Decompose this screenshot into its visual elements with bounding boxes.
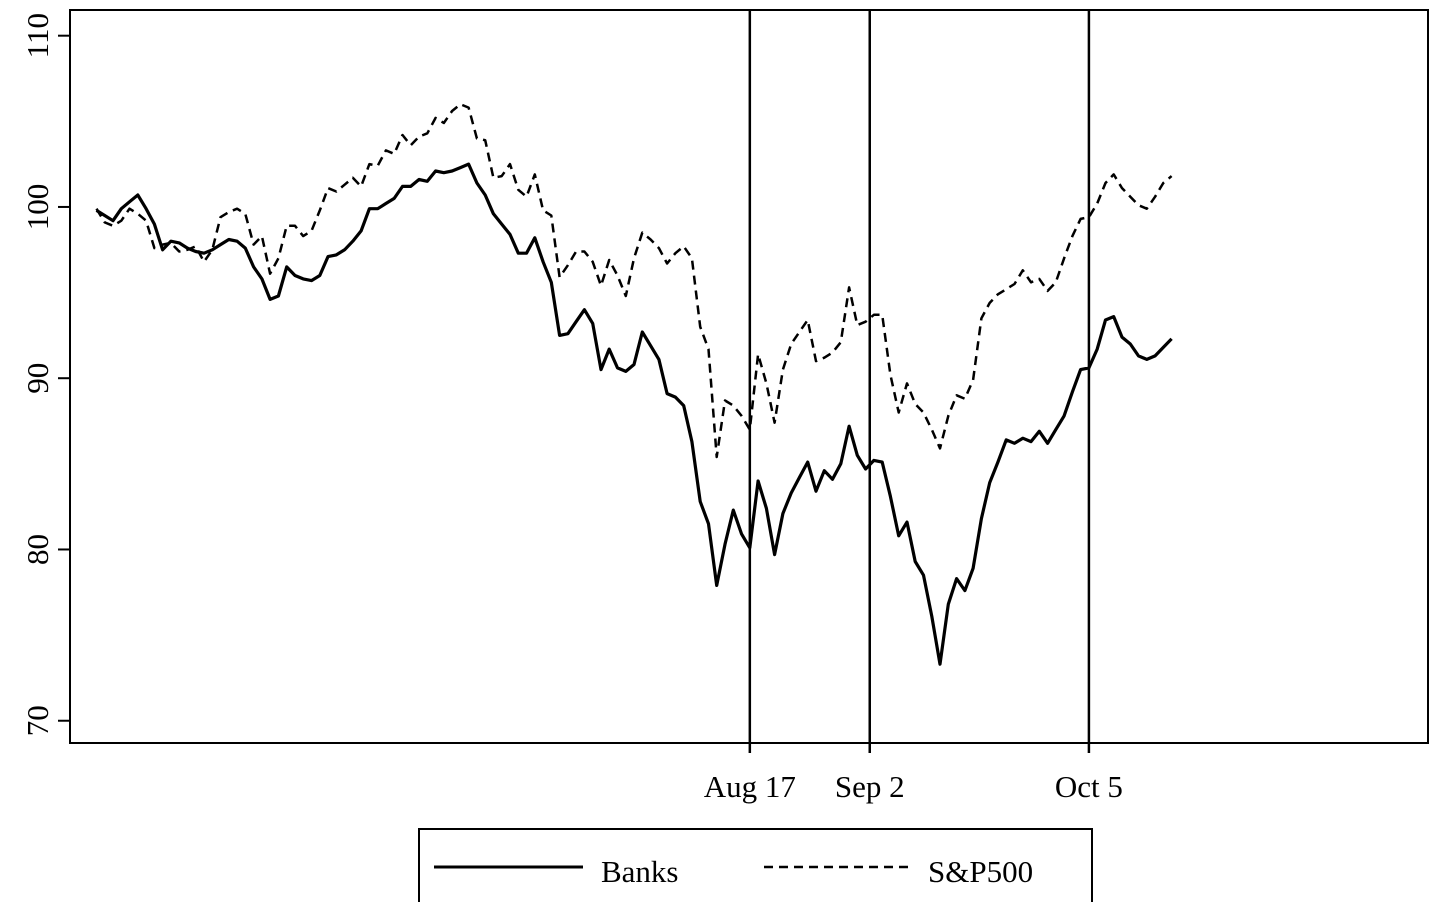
legend-label-sp500: S&P500	[928, 854, 1033, 889]
legend-box	[418, 828, 1093, 902]
event-label-1: Sep 2	[835, 769, 905, 804]
series-lines	[95, 102, 1173, 666]
event-markers: Aug 17 Sep 2 Oct 5	[704, 10, 1123, 804]
event-label-0: Aug 17	[704, 769, 796, 804]
y-tick-label-100: 100	[20, 184, 55, 231]
legend: Banks S&P500	[418, 828, 1093, 902]
y-tick-label-90: 90	[20, 363, 55, 394]
y-tick-label-110: 110	[20, 13, 55, 58]
legend-label-banks: Banks	[601, 854, 679, 889]
series-line-sp500	[95, 102, 1173, 459]
y-tick-label-80: 80	[20, 534, 55, 565]
y-tick-label-70: 70	[20, 705, 55, 736]
series-line-banks	[95, 162, 1173, 666]
event-label-2: Oct 5	[1055, 769, 1123, 804]
y-axis: 70 80 90 100 110	[20, 13, 70, 736]
